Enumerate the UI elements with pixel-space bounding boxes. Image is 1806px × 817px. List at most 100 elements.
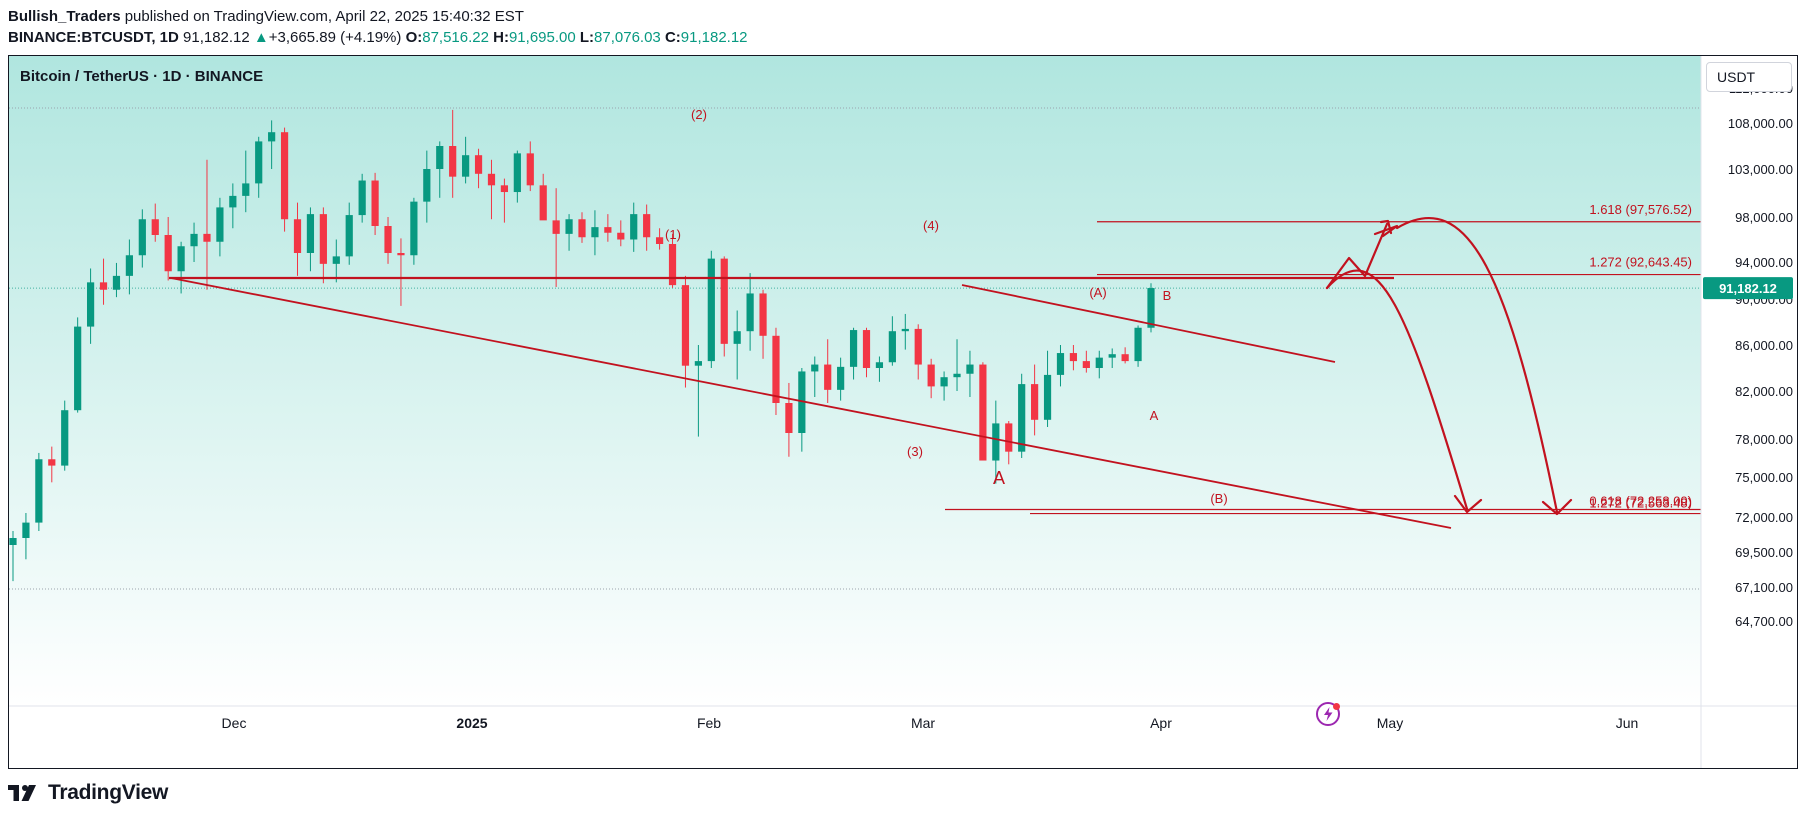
tradingview-logo-icon — [8, 785, 36, 801]
wave-label: A — [993, 468, 1005, 488]
candle-body — [125, 255, 133, 276]
high-value: 91,695.00 — [508, 29, 576, 46]
lower-channel-line — [170, 277, 1452, 529]
candle-body — [190, 233, 198, 247]
candle-body — [655, 237, 664, 244]
candle-body — [61, 410, 69, 466]
candle-body — [940, 377, 948, 387]
candle-body — [824, 364, 832, 390]
ohlc-line: BINANCE:BTCUSDT, 1D 91,182.12 ▲+3,665.89… — [8, 29, 748, 46]
candle-body — [177, 246, 185, 272]
candle-body — [668, 244, 677, 286]
price-axis-label: 94,000.00 — [1735, 255, 1793, 270]
high-label: H: — [493, 29, 509, 46]
up-arrow-icon: ▲ — [253, 29, 269, 46]
candle-body — [229, 195, 237, 208]
candle-body — [138, 219, 146, 256]
wave-label: (4) — [923, 218, 939, 233]
open-value: 87,516.22 — [422, 29, 489, 46]
candle-body — [48, 459, 56, 466]
low-label: L: — [579, 29, 595, 46]
candle-body — [1043, 374, 1052, 420]
lightning-icon[interactable] — [1315, 700, 1343, 728]
wave-label: (3) — [907, 444, 923, 459]
candle-body — [849, 330, 858, 367]
price-axis-label: 108,000.00 — [1728, 116, 1793, 131]
candle-body — [733, 331, 741, 344]
candle-body — [1108, 354, 1116, 358]
candle-body — [811, 364, 819, 372]
candle-body — [242, 183, 250, 196]
candle-body — [901, 328, 909, 332]
candle-body — [966, 364, 974, 374]
time-axis-label: Jun — [1616, 715, 1639, 731]
candle-body — [397, 253, 405, 256]
candle-body — [707, 258, 715, 362]
candle-body — [1121, 354, 1129, 362]
candle-body — [1056, 353, 1065, 375]
close-label: C: — [664, 29, 681, 46]
candle-body — [474, 155, 483, 174]
open-label: O: — [405, 29, 423, 46]
candle-body — [526, 153, 534, 186]
candle-body — [591, 227, 599, 238]
candle-body — [862, 330, 871, 368]
wave-label: (1) — [665, 227, 681, 242]
candle-body — [694, 361, 702, 366]
time-axis-label: May — [1377, 715, 1403, 731]
candle-body — [1095, 357, 1103, 368]
chart-title: Bitcoin / TetherUS · 1D · BINANCE — [20, 68, 264, 85]
candle-body — [384, 226, 392, 253]
candle-body — [216, 207, 224, 242]
time-axis-label: Feb — [697, 715, 721, 731]
candle-body — [487, 173, 496, 186]
fib-label: 1.272 (92,643.45) — [1589, 255, 1692, 270]
close-value: 91,182.12 — [680, 29, 748, 46]
candle-body — [746, 293, 754, 332]
candle-body — [35, 459, 43, 523]
brand-name: TradingView — [48, 781, 169, 804]
price-axis-label: 69,500.00 — [1735, 545, 1793, 560]
candle-body — [345, 215, 353, 257]
author-name[interactable]: Bullish_Traders — [8, 8, 121, 25]
projection-arrow-down-long — [1395, 217, 1559, 514]
candle-body — [539, 185, 547, 221]
low-value: 87,076.03 — [594, 29, 661, 46]
tradingview-logo[interactable]: TradingView — [8, 781, 168, 805]
candle-body — [643, 214, 651, 238]
last-price-tag-label: 91,182.12 — [1719, 281, 1777, 296]
wave-label: (2) — [691, 107, 707, 122]
wave-label: (A) — [1089, 285, 1106, 300]
time-axis-label: Apr — [1150, 715, 1172, 731]
candle-body — [74, 326, 82, 411]
candle-body — [837, 366, 845, 390]
wave-label: (B) — [1210, 491, 1227, 506]
candle-body — [462, 155, 470, 177]
candle-body — [22, 522, 30, 538]
candle-body — [953, 373, 961, 378]
candle-body — [1018, 384, 1026, 452]
wave-label: A — [1150, 408, 1159, 423]
candle-body — [86, 282, 95, 327]
candle-body — [798, 371, 806, 433]
candle-body — [552, 220, 560, 234]
change-value: +3,665.89 (+4.19%) — [268, 29, 402, 46]
price-chart[interactable]: (1) (2) (3) (4) A (A) B A (B) 1.618 (97,576.52) 1.… — [9, 56, 1797, 768]
candle-body — [992, 423, 1000, 461]
price-axis-label: 86,000.00 — [1735, 338, 1793, 353]
symbol-label: BINANCE:BTCUSDT, 1D — [8, 29, 179, 46]
chart-panel[interactable]: (1) (2) (3) (4) A (A) B A (B) 1.618 (97,576.52) 1.… — [8, 55, 1798, 769]
candle-body — [449, 146, 457, 177]
arrow-head — [1541, 498, 1573, 516]
projection-arrow-up — [1325, 222, 1389, 290]
fib-label: 1.272 (72,563.48) — [1589, 495, 1692, 510]
candle-body — [1082, 361, 1090, 368]
fib-label: 0.618 (72,258.00) — [1589, 494, 1692, 509]
price-axis-label: 64,700.00 — [1735, 614, 1793, 629]
price-axis-label: 67,100.00 — [1735, 580, 1793, 595]
candle-body — [759, 293, 767, 336]
fib-label: 1.618 (97,576.52) — [1589, 202, 1692, 217]
price-axis-label: 82,000.00 — [1735, 384, 1793, 399]
currency-button[interactable]: USDT — [1706, 62, 1792, 92]
arrow-head — [1379, 219, 1393, 235]
